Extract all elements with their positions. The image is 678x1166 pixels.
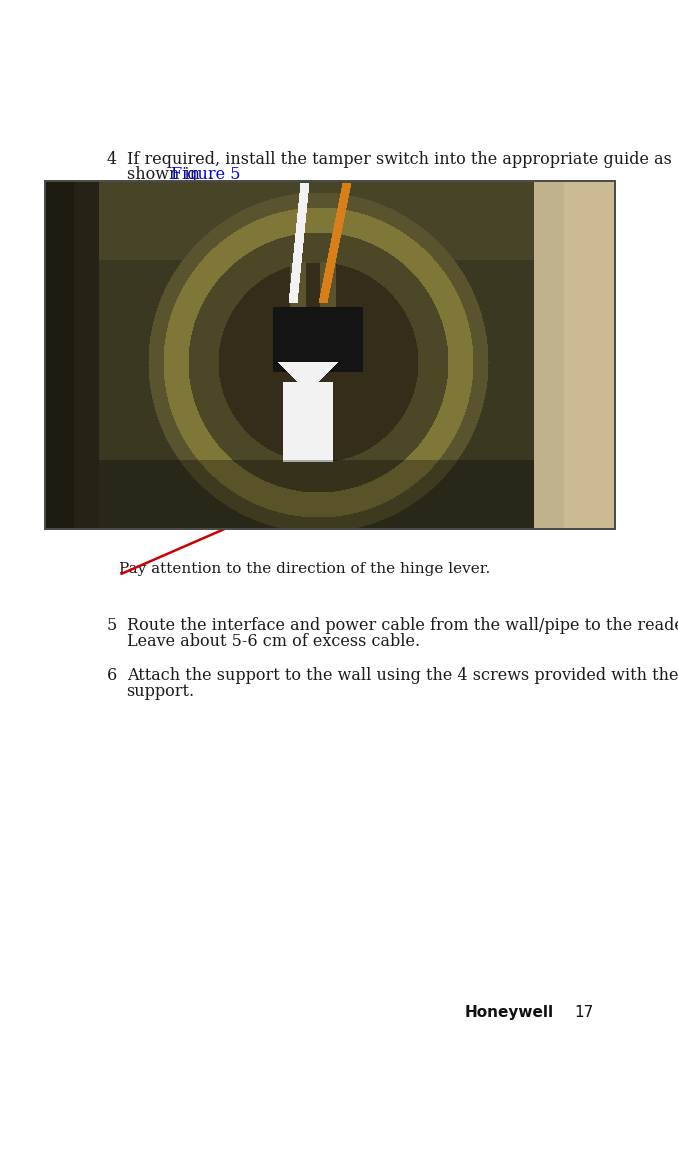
- Text: Installing the tamper switch: Installing the tamper switch: [275, 213, 479, 227]
- Text: 4: 4: [106, 150, 117, 168]
- Text: support.: support.: [127, 683, 195, 700]
- Text: shown in: shown in: [127, 166, 205, 183]
- Text: If required, install the tamper switch into the appropriate guide as: If required, install the tamper switch i…: [127, 150, 671, 168]
- Text: Attach the support to the wall using the 4 screws provided with the: Attach the support to the wall using the…: [127, 667, 678, 684]
- Text: Thread the plastic sticks through the holes.: Thread the plastic sticks through the ho…: [179, 254, 516, 268]
- Text: Honeywell: Honeywell: [464, 1005, 554, 1020]
- Text: .: .: [208, 166, 213, 183]
- Text: Leave about 5-6 cm of excess cable.: Leave about 5-6 cm of excess cable.: [127, 633, 420, 649]
- Text: Figure 5: Figure 5: [171, 166, 240, 183]
- Text: 6: 6: [106, 667, 117, 684]
- Text: 5: 5: [106, 617, 117, 634]
- Text: 17: 17: [574, 1005, 594, 1020]
- Text: Route the interface and power cable from the wall/pipe to the reader.: Route the interface and power cable from…: [127, 617, 678, 634]
- Text: Pay attention to the direction of the hinge lever.: Pay attention to the direction of the hi…: [119, 562, 490, 576]
- Text: Figure 5: Figure 5: [237, 213, 303, 227]
